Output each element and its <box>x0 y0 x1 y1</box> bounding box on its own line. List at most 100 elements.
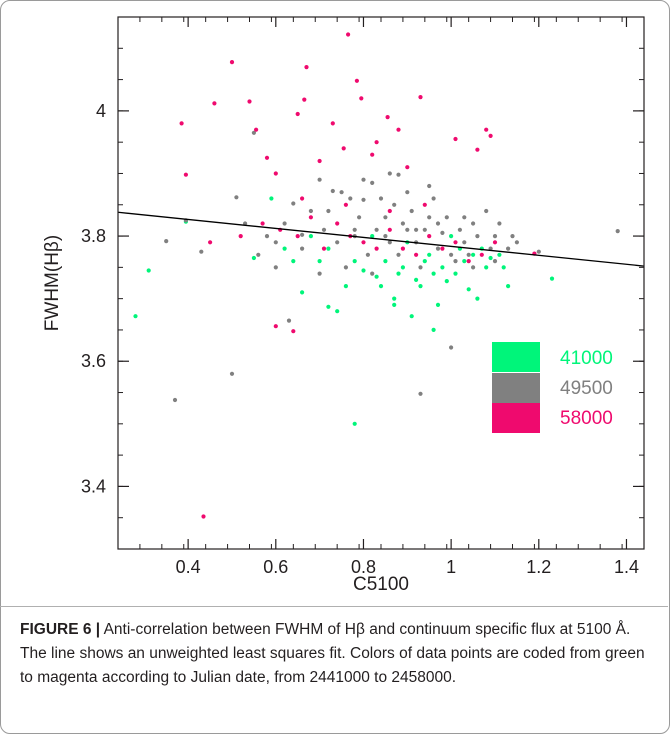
data-point <box>133 314 138 319</box>
data-point <box>317 158 322 164</box>
data-point <box>264 155 270 160</box>
data-point <box>418 265 423 270</box>
data-point <box>254 127 259 132</box>
data-point <box>392 296 397 301</box>
data-point <box>273 240 278 245</box>
data-point <box>396 172 401 177</box>
data-point <box>444 279 449 284</box>
data-point <box>146 268 151 273</box>
data-point <box>427 215 432 220</box>
data-point <box>387 240 392 245</box>
data-point <box>357 215 362 220</box>
data-point <box>282 246 287 251</box>
data-point <box>343 265 348 270</box>
data-point <box>308 215 313 220</box>
data-point <box>405 165 410 170</box>
data-point <box>536 249 541 254</box>
data-point <box>229 60 235 65</box>
data-point <box>302 97 307 102</box>
legend-swatch <box>492 373 540 403</box>
data-point <box>405 227 410 232</box>
y-tick-label: 3.4 <box>81 476 106 496</box>
data-point <box>422 227 427 232</box>
data-point <box>282 221 287 226</box>
data-point <box>234 195 239 200</box>
data-point <box>201 514 206 519</box>
data-point <box>422 202 427 207</box>
data-point <box>304 65 309 70</box>
legend-swatch <box>492 403 540 433</box>
data-point <box>409 208 414 214</box>
scatter-chart: 0.4 0.6 0.8 1 1.2 1.4 3.4 3.6 3.8 4 41000 49500 580… <box>42 16 645 595</box>
data-point <box>273 171 278 176</box>
data-point <box>453 136 458 142</box>
data-point <box>385 115 390 120</box>
data-point <box>435 302 441 307</box>
data-point <box>392 302 397 307</box>
data-point <box>492 259 498 264</box>
data-point <box>335 221 340 226</box>
data-point <box>396 127 401 132</box>
data-point <box>510 234 515 239</box>
data-point <box>251 255 256 261</box>
data-point <box>506 284 511 289</box>
data-point <box>466 259 471 264</box>
data-point <box>414 277 419 282</box>
data-point <box>326 208 331 214</box>
data-point <box>361 177 366 182</box>
legend-label: 49500 <box>560 378 613 399</box>
legend-swatch <box>492 342 540 372</box>
y-tick-label: 3.6 <box>81 351 106 371</box>
data-point <box>440 230 445 235</box>
data-point <box>326 304 331 309</box>
data-point <box>387 227 392 232</box>
data-point <box>317 271 322 276</box>
data-point <box>484 127 489 132</box>
data-point <box>383 234 388 239</box>
data-point <box>269 196 274 201</box>
data-point <box>352 227 357 232</box>
data-point <box>348 196 353 201</box>
data-point <box>449 252 454 257</box>
data-point <box>475 296 480 301</box>
x-tick-label: 0.4 <box>176 557 201 577</box>
data-point <box>300 290 305 295</box>
data-point <box>405 190 410 195</box>
legend-label: 41000 <box>560 348 613 369</box>
data-point <box>422 259 427 264</box>
fit-line <box>117 211 645 267</box>
data-point <box>497 221 502 226</box>
data-point <box>374 227 379 232</box>
data-point <box>346 32 351 37</box>
data-point <box>370 152 375 157</box>
data-point <box>251 130 256 135</box>
data-point <box>308 234 313 239</box>
data-point <box>365 252 370 257</box>
data-point <box>361 268 366 273</box>
data-point <box>300 246 305 251</box>
data-point <box>471 252 476 257</box>
data-point <box>497 252 502 257</box>
data-point <box>330 121 335 126</box>
data-point <box>462 215 467 220</box>
data-point <box>330 188 335 194</box>
data-point <box>409 314 414 319</box>
data-point <box>378 196 384 201</box>
data-point <box>479 252 484 257</box>
data-point <box>462 240 467 245</box>
data-point <box>457 227 462 232</box>
data-point <box>435 246 441 251</box>
data-point <box>291 329 296 334</box>
y-axis-label: FWHM(Hβ) <box>42 235 63 331</box>
data-point <box>208 240 213 245</box>
data-point <box>335 240 340 245</box>
y-tick-label: 4 <box>96 101 106 121</box>
data-point <box>418 284 423 289</box>
data-point <box>418 391 423 396</box>
data-point <box>453 240 458 245</box>
data-point <box>414 227 419 232</box>
data-point <box>475 147 480 152</box>
x-tick-label: 1.4 <box>614 557 639 577</box>
data-point <box>431 327 436 332</box>
data-point <box>317 259 322 264</box>
